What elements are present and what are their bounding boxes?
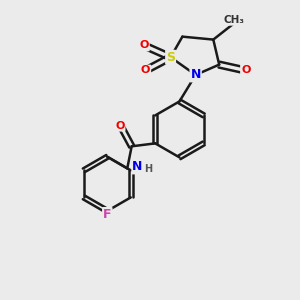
Text: F: F	[103, 208, 112, 221]
Text: S: S	[166, 51, 175, 64]
Text: H: H	[144, 164, 152, 174]
Text: CH₃: CH₃	[224, 15, 244, 25]
Text: O: O	[115, 121, 124, 131]
Text: O: O	[140, 40, 149, 50]
Text: N: N	[132, 160, 143, 173]
Text: O: O	[141, 65, 150, 76]
Text: O: O	[241, 65, 250, 76]
Text: N: N	[190, 68, 201, 81]
